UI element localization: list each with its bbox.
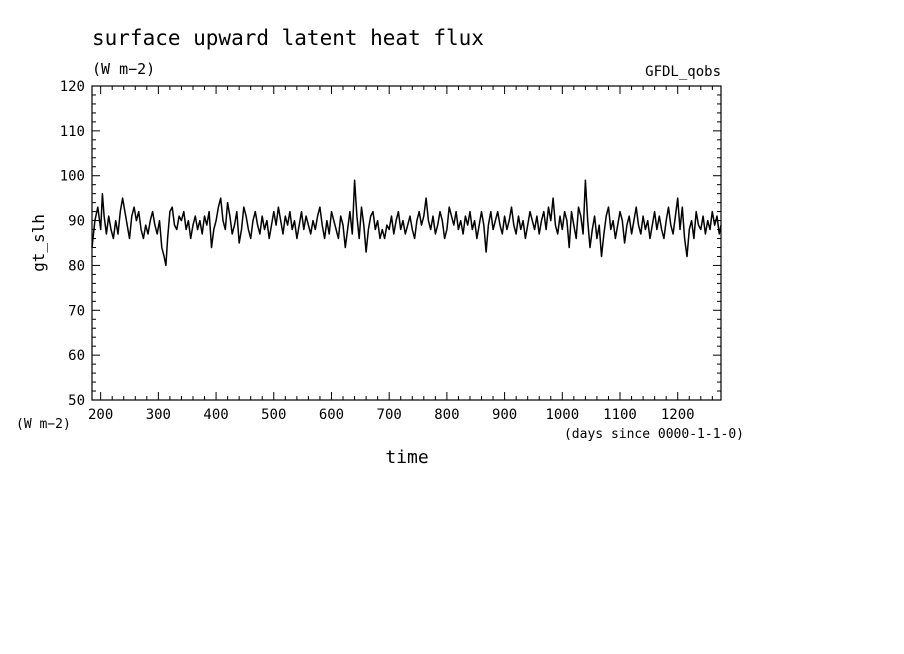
x-tick-label: 700 [377,407,402,423]
y-axis-label: gt_slh [29,214,48,272]
y-tick-label: 70 [68,303,85,319]
x-tick-label: 400 [203,407,228,423]
chart-subtitle: (W m−2) [92,60,155,78]
x-tick-label: 300 [146,407,171,423]
y-tick-label: 100 [60,169,85,185]
y-tick-label: 60 [68,348,85,364]
plot-frame [91,85,722,401]
y-tick-label: 120 [60,79,85,95]
x-axis-label: time [385,447,428,468]
x-tick-label: 600 [319,407,344,423]
x-axis: 200 300 400 500 600 700 800 900 1000 1100 1200 [88,86,713,423]
y-axis-unit: (W m−2) [16,417,71,432]
y-tick-label: 110 [60,124,85,140]
x-tick-label: 800 [434,407,459,423]
x-tick-label: 200 [88,407,113,423]
chart-title: surface upward latent heat flux [92,26,484,50]
x-tick-label: 1200 [661,407,695,423]
x-tick-label: 1100 [603,407,637,423]
y-tick-label: 80 [68,258,85,274]
source-label: GFDL_qobs [645,64,721,80]
x-tick-label: 1000 [545,407,579,423]
x-tick-label: 900 [492,407,517,423]
y-axis: 50 60 70 80 90 100 110 120 [60,79,721,409]
x-axis-unit: (days since 0000-1-1-0) [564,427,744,442]
y-tick-label: 90 [68,214,85,230]
series-line [91,179,722,267]
plot-area [91,85,722,401]
x-tick-label: 500 [261,407,286,423]
y-tick-label: 50 [68,393,85,409]
